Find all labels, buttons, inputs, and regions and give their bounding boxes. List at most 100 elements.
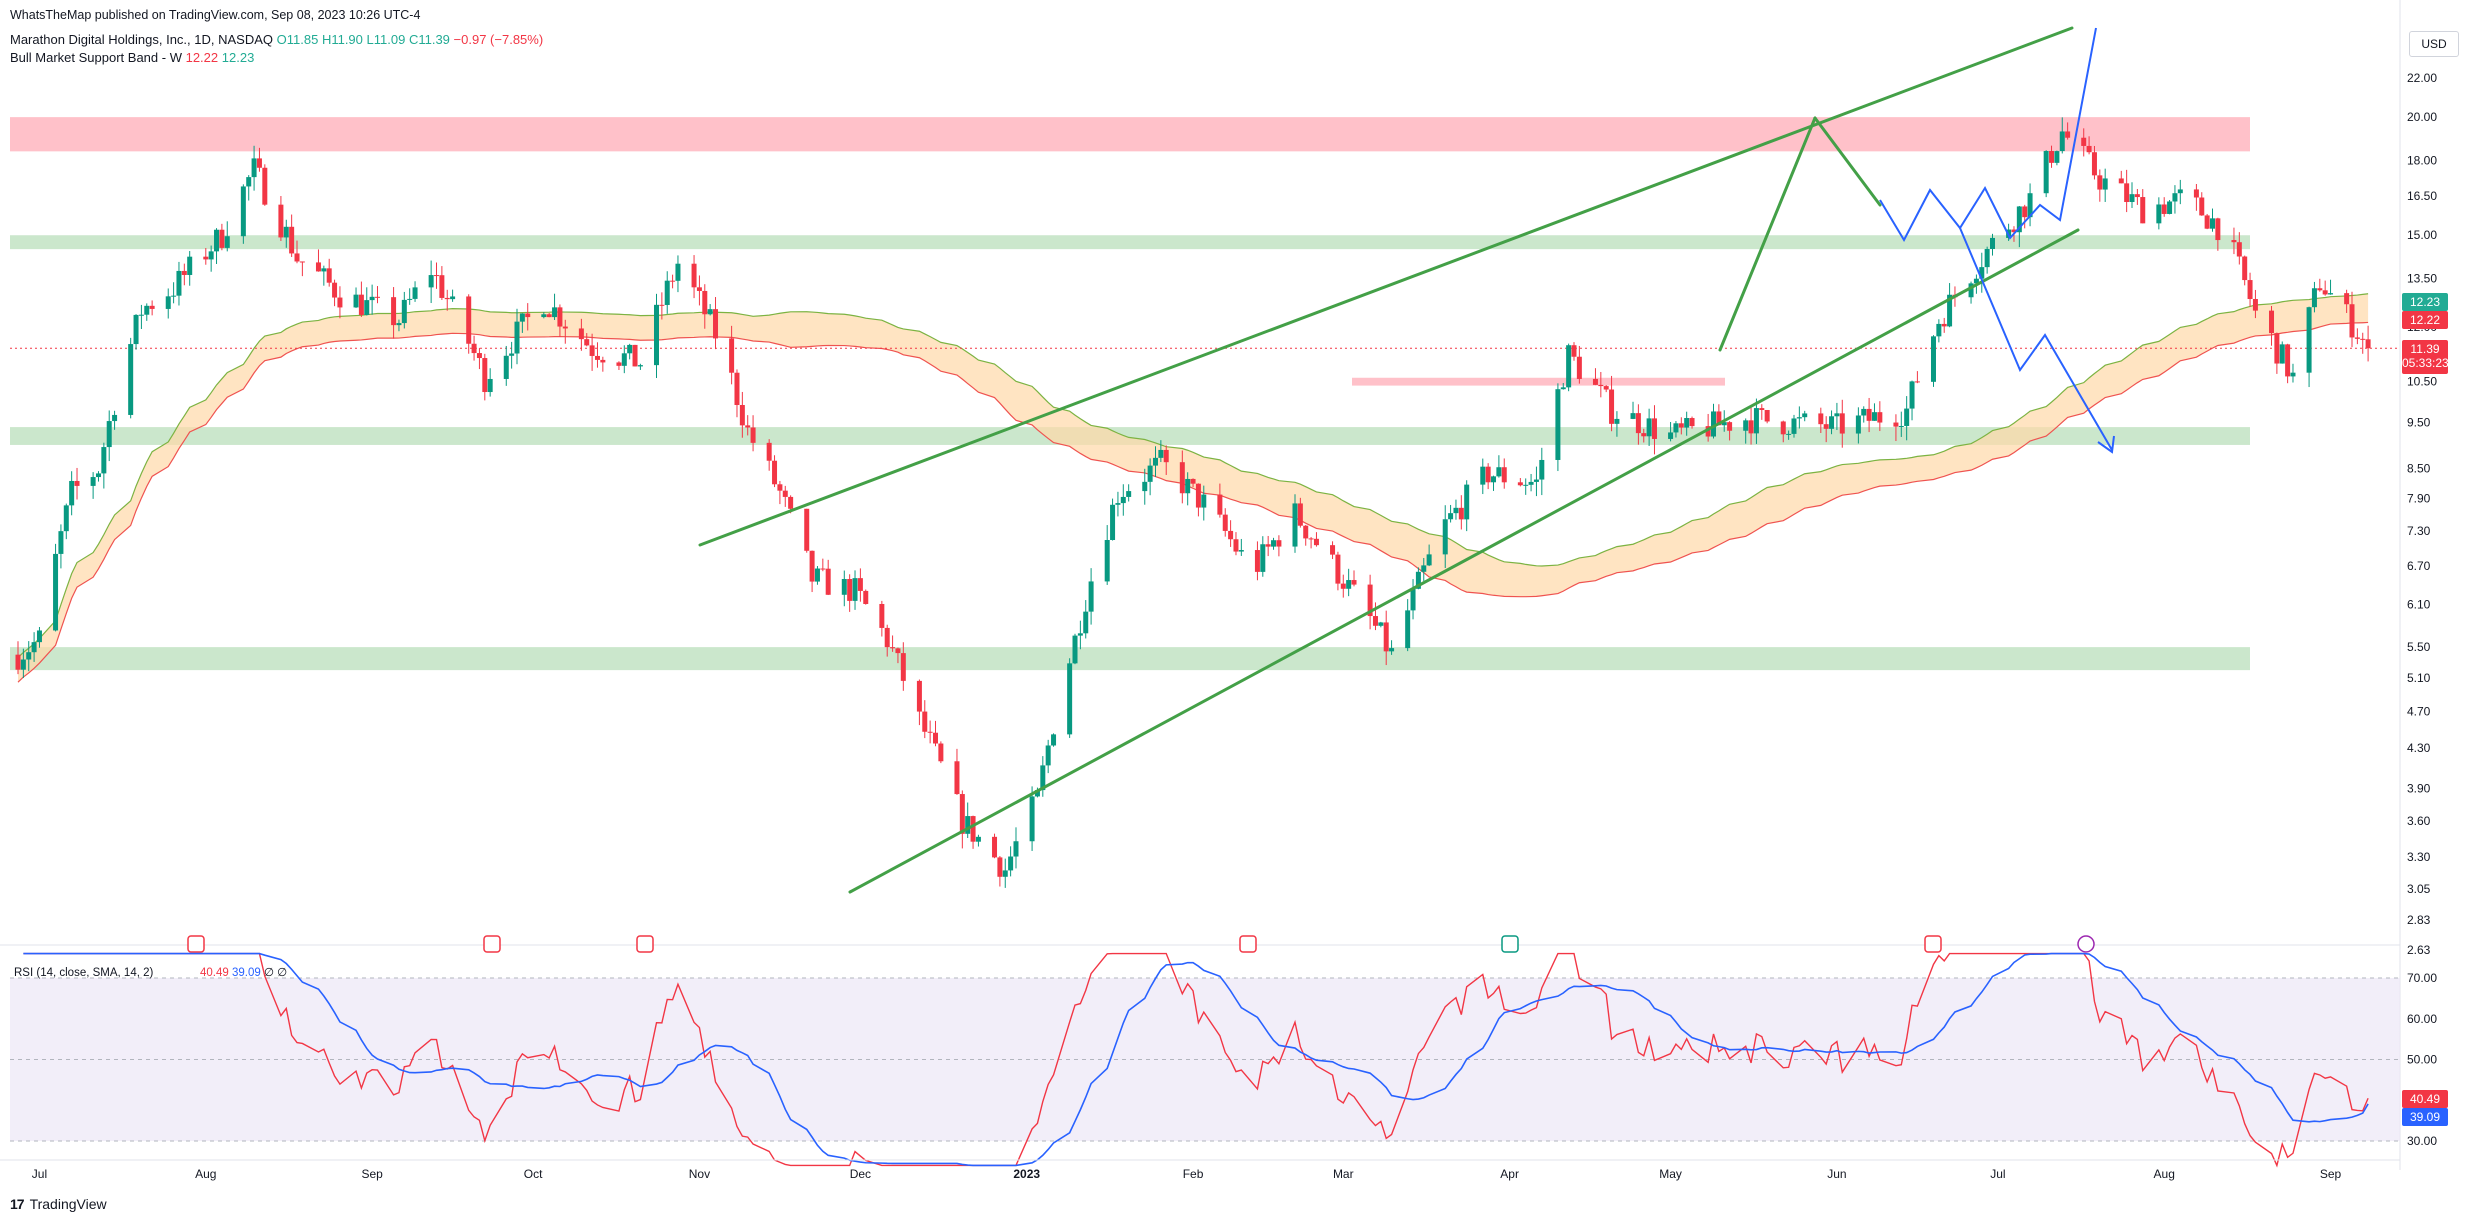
candle-body <box>2322 290 2328 295</box>
candle-body <box>2344 293 2350 305</box>
candle-body <box>707 309 713 315</box>
tradingview-brand[interactable]: 17 TradingView <box>10 1196 107 1212</box>
candle-body <box>2317 288 2323 291</box>
candle-body <box>2349 304 2355 338</box>
candle-body <box>133 314 139 345</box>
earnings-marker-icon <box>1501 935 1519 953</box>
candle-body <box>1110 504 1116 540</box>
candle-body <box>1877 412 1883 423</box>
candle-body <box>2290 372 2296 377</box>
candle-body <box>321 268 327 272</box>
candle-body <box>444 297 450 300</box>
candle-body <box>965 816 971 834</box>
candle-body <box>1968 283 1974 298</box>
time-tick-label: Mar <box>1333 1167 1354 1181</box>
indicator-name: Bull Market Support Band - W <box>10 50 182 65</box>
candle-body <box>224 236 230 248</box>
time-tick-label: 2023 <box>1013 1167 1040 1181</box>
candle-body <box>1040 765 1046 791</box>
candle-body <box>2065 131 2071 138</box>
candle-body <box>1984 248 1990 268</box>
candle-body <box>1834 413 1840 417</box>
rsi-tick-label: 50.00 <box>2407 1053 2437 1067</box>
candle-body <box>2274 333 2280 364</box>
candle-body <box>2129 194 2135 203</box>
time-tick-label: Dec <box>850 1167 871 1181</box>
candle-body <box>745 425 751 428</box>
candle-body <box>2102 178 2108 190</box>
candle-body <box>1491 476 1497 483</box>
candle-body <box>1045 745 1051 766</box>
candle-body <box>2199 197 2205 216</box>
candle-body <box>675 263 681 281</box>
rsi-tick-label: 70.00 <box>2407 971 2437 985</box>
candle-body <box>1233 539 1239 552</box>
candle-body <box>2215 218 2221 241</box>
candle-body <box>391 297 397 326</box>
candle-body <box>729 338 735 373</box>
candle-body <box>2022 206 2028 218</box>
band-low-value: 12.22 <box>185 50 219 65</box>
earnings-markers[interactable] <box>187 935 2095 953</box>
candle-body <box>1909 381 1915 409</box>
candle-body <box>814 568 820 582</box>
candle-body <box>187 256 193 275</box>
candle-body <box>857 578 863 591</box>
candle-body <box>589 345 595 356</box>
candle-body <box>1780 421 1786 435</box>
candle-body <box>36 630 42 643</box>
candle-body <box>1866 408 1872 421</box>
candle-body <box>691 263 697 288</box>
candle-body <box>1855 415 1861 434</box>
candle-body <box>1077 633 1083 636</box>
candle-body <box>1179 462 1185 494</box>
candle-body <box>262 167 268 205</box>
candle-body <box>26 652 32 660</box>
candle-body <box>992 836 998 858</box>
publish-info: WhatsTheMap published on TradingView.com… <box>10 8 421 22</box>
candle-body <box>466 296 472 344</box>
candle-body <box>2177 189 2183 194</box>
candle-body <box>670 280 676 282</box>
candle-body <box>766 442 772 461</box>
symbol-legend[interactable]: Marathon Digital Holdings, Inc., 1D, NAS… <box>10 32 543 47</box>
candle-body <box>1442 519 1448 555</box>
rsi-tick-label: 30.00 <box>2407 1134 2437 1148</box>
candle-body <box>1378 622 1384 626</box>
candle-body <box>1689 418 1695 427</box>
candle-body <box>616 362 622 366</box>
candle-body <box>1796 417 1802 419</box>
candle-body <box>1415 571 1421 589</box>
candle-body <box>256 158 262 168</box>
price-tick-label: 8.50 <box>2407 461 2431 475</box>
price-tick-label: 13.50 <box>2407 271 2437 285</box>
candle-body <box>181 270 187 275</box>
candle-body <box>294 253 300 262</box>
breakout-trendline <box>1718 116 1817 352</box>
time-tick-label: Aug <box>195 1167 216 1181</box>
candle-body <box>471 343 477 354</box>
currency-button[interactable]: USD <box>2409 31 2459 57</box>
candle-body <box>1383 622 1389 652</box>
candle-body <box>396 323 402 326</box>
candle-body <box>2285 344 2291 377</box>
candle-body <box>1635 413 1641 434</box>
price-tick-label: 7.30 <box>2407 524 2431 538</box>
candle-body <box>879 603 885 628</box>
candle-body <box>1276 540 1282 547</box>
candle-body <box>1539 459 1545 480</box>
candle-body <box>809 550 815 582</box>
candle-body <box>2011 229 2017 233</box>
candle-body <box>509 353 515 356</box>
candle-body <box>149 305 155 309</box>
indicator-legend[interactable]: Bull Market Support Band - W 12.22 12.23 <box>10 50 254 65</box>
time-tick-label: Sep <box>361 1167 383 1181</box>
candle-body <box>890 647 896 649</box>
price-tick-label: 15.00 <box>2407 228 2437 242</box>
lower-channel-trendline <box>848 228 2080 894</box>
candle-body <box>1260 544 1266 572</box>
candle-body <box>1684 418 1690 428</box>
candle-body <box>1142 481 1148 492</box>
candle-body <box>1013 841 1019 857</box>
